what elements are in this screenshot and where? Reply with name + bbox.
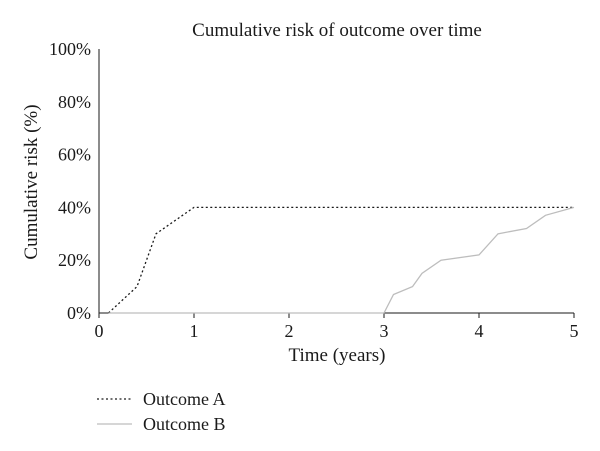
- series-lines: [108, 206, 575, 314]
- series-line-outcome-a: [108, 206, 574, 314]
- x-tick-label: 2: [285, 321, 294, 341]
- y-axis-label: Cumulative risk (%): [21, 104, 42, 259]
- x-tick-labels: 0 1 2 3 4 5: [95, 313, 579, 341]
- y-tick-label: 0%: [67, 303, 91, 323]
- x-tick-label: 5: [570, 321, 579, 341]
- series-line-outcome-b: [108, 206, 575, 314]
- legend: Outcome A Outcome B: [97, 389, 226, 434]
- y-tick-label: 80%: [58, 92, 91, 112]
- y-tick-label: 60%: [58, 145, 91, 165]
- x-tick-label: 0: [95, 321, 104, 341]
- y-tick-label: 20%: [58, 250, 91, 270]
- chart-title: Cumulative risk of outcome over time: [192, 20, 482, 41]
- y-tick-label: 100%: [49, 39, 91, 59]
- x-tick-label: 3: [380, 321, 389, 341]
- x-tick-label: 1: [190, 321, 199, 341]
- y-tick-label: 40%: [58, 197, 91, 217]
- legend-label: Outcome B: [143, 414, 226, 434]
- y-tick-labels: 0% 20% 40% 60% 80% 100%: [49, 39, 91, 323]
- legend-label: Outcome A: [143, 389, 226, 409]
- x-tick-label: 4: [475, 321, 484, 341]
- x-axis-label: Time (years): [289, 345, 386, 366]
